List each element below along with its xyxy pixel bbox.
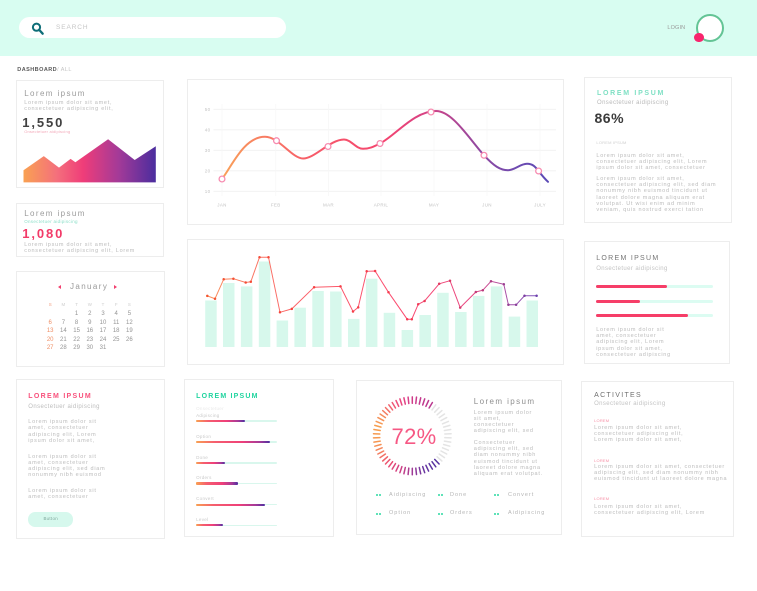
- svg-text:10: 10: [205, 189, 211, 194]
- svg-text:APRIL: APRIL: [374, 202, 389, 207]
- svg-text:MAR: MAR: [323, 202, 334, 207]
- svg-text:30: 30: [205, 148, 211, 153]
- svg-text:20: 20: [205, 168, 211, 173]
- svg-text:FEB: FEB: [271, 202, 281, 207]
- svg-text:40: 40: [205, 127, 211, 132]
- svg-text:50: 50: [205, 107, 211, 112]
- svg-text:JAN: JAN: [217, 202, 226, 207]
- svg-text:JUN: JUN: [482, 202, 492, 207]
- svg-text:JULY: JULY: [534, 202, 546, 207]
- svg-text:MAY: MAY: [429, 202, 439, 207]
